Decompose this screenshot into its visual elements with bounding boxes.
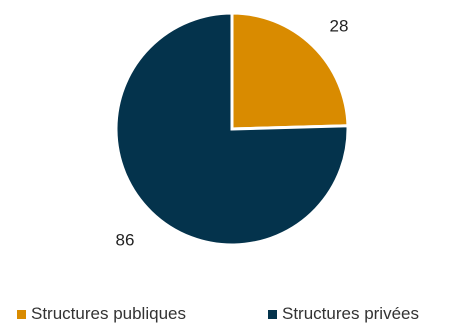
legend-label-1: Structures publiques [31,304,186,323]
pie-slice-2 [114,11,350,247]
chart-legend: Structures publiques Structures privées [17,304,419,323]
legend-item-1: Structures publiques [17,304,186,323]
legend-swatch-1 [17,310,26,319]
pie-data-labels: 28 86 [116,16,349,249]
data-label-2: 86 [116,230,135,249]
pie-slices [114,11,350,247]
pie-slice-1 [230,11,350,131]
legend-label-2: Structures privées [282,304,419,323]
data-label-1: 28 [330,16,349,35]
legend-swatch-2 [268,310,277,319]
legend-item-2: Structures privées [268,304,419,323]
